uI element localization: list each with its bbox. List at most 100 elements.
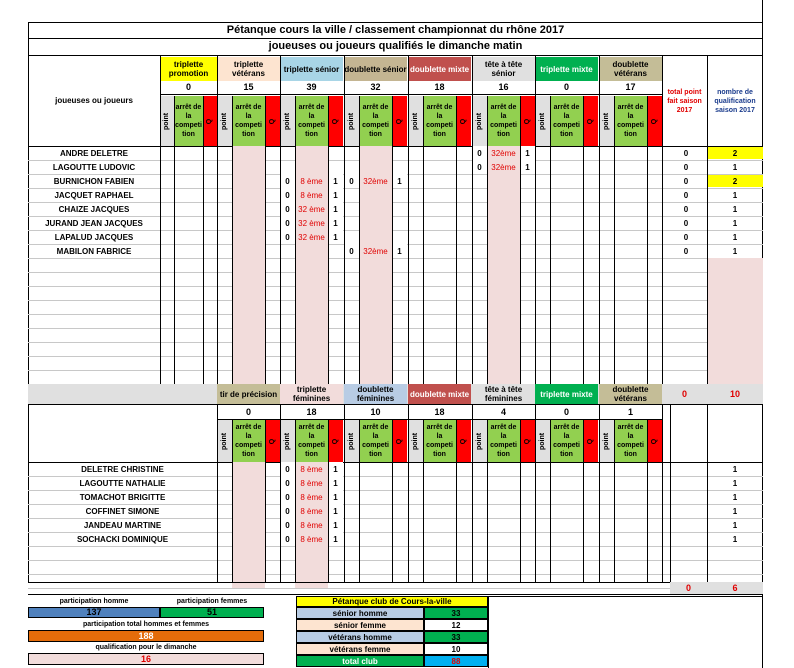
body-cell xyxy=(487,174,520,188)
player-name: LAPALUD JACQUES xyxy=(54,232,134,242)
body-cell xyxy=(232,216,265,230)
grid-line xyxy=(203,96,205,384)
men-sum-total: 0 xyxy=(681,388,687,399)
rotated-label: point xyxy=(476,432,484,450)
participation-total-value: 188 xyxy=(28,630,264,642)
women-category-header: tête à tête féminines xyxy=(472,384,535,404)
entry-point: 0 xyxy=(472,146,487,160)
body-cell xyxy=(232,160,265,174)
grid-line xyxy=(28,504,763,505)
grid-line xyxy=(647,96,648,384)
women-player-name: SOCHACKI DOMINIQUE xyxy=(76,534,169,544)
body-cell xyxy=(487,244,520,258)
body-cell xyxy=(707,342,763,356)
q-subheader: Q xyxy=(265,420,280,462)
grid-line xyxy=(28,38,763,39)
q-subheader: Q xyxy=(520,96,535,146)
body-cell xyxy=(359,230,392,244)
rotated-label: point xyxy=(348,432,356,450)
grid-line xyxy=(359,96,360,384)
rotated-label: Q xyxy=(331,438,339,444)
grid-line xyxy=(535,56,536,384)
arret-subheader: arrêt de la competi tion xyxy=(295,420,328,462)
point-subheader: point xyxy=(472,96,487,146)
player-total-points: 0 xyxy=(683,190,689,200)
rotated-label: point xyxy=(412,112,420,130)
grid-line xyxy=(265,96,266,384)
category-count: 39 xyxy=(306,82,317,92)
body-cell xyxy=(295,370,328,384)
body-cell xyxy=(707,258,763,272)
body-cell xyxy=(359,202,392,216)
participation-femmes-label: participation femmes xyxy=(176,598,248,605)
women-sum-total: 0 xyxy=(685,582,691,593)
arret-subheader: arrêt de la competi tion xyxy=(550,96,583,146)
body-cell xyxy=(232,504,265,518)
entry-arret: 32ème xyxy=(487,160,520,174)
point-subheader: point xyxy=(599,96,614,146)
body-cell xyxy=(295,160,328,174)
q-subheader: Q xyxy=(583,96,598,146)
grid-line xyxy=(487,420,488,582)
club-row-value: 33 xyxy=(424,631,488,643)
women-player-name: JANDEAU MARTINE xyxy=(83,520,162,530)
body-cell xyxy=(359,286,392,300)
body-cell xyxy=(295,574,328,588)
entry-point: 0 xyxy=(472,160,487,174)
q-subheader: Q xyxy=(647,420,662,462)
grid-line xyxy=(28,216,763,217)
body-cell xyxy=(359,146,392,160)
rotated-label: point xyxy=(221,112,229,130)
grid-line xyxy=(599,56,600,384)
body-cell xyxy=(232,328,265,342)
women-qualification-count: 1 xyxy=(732,506,738,516)
rotated-label: Q xyxy=(586,118,594,124)
women-sum-row xyxy=(670,582,763,594)
rotated-label: point xyxy=(348,112,356,130)
women-category-header: triplette mixte xyxy=(535,384,598,404)
rotated-label: point xyxy=(603,432,611,450)
point-subheader: point xyxy=(344,96,359,146)
grid-line xyxy=(392,96,393,384)
body-cell xyxy=(707,286,763,300)
grid-line xyxy=(670,404,671,582)
category-header: doublette mixte xyxy=(408,57,471,81)
point-subheader: point xyxy=(472,420,487,462)
body-cell xyxy=(295,560,328,574)
entry-q: 1 xyxy=(328,490,343,504)
point-subheader: point xyxy=(408,96,423,146)
grid-line xyxy=(599,404,600,582)
player-total-points: 0 xyxy=(683,162,689,172)
arret-subheader: arrêt de la competi tion xyxy=(232,420,265,462)
grid-line xyxy=(28,286,763,287)
q-subheader: Q xyxy=(392,420,407,462)
body-cell xyxy=(295,356,328,370)
rotated-label: point xyxy=(284,432,292,450)
q-subheader: Q xyxy=(328,96,343,146)
grid-line xyxy=(265,420,266,582)
grid-line xyxy=(328,96,329,384)
entry-arret: 8 ème xyxy=(295,188,328,202)
grid-line xyxy=(28,202,763,203)
body-cell xyxy=(707,356,763,370)
entry-q: 1 xyxy=(328,462,343,476)
body-cell xyxy=(359,356,392,370)
body-cell xyxy=(359,258,392,272)
grid-line xyxy=(28,22,763,23)
women-category-header: triplette féminines xyxy=(280,384,343,404)
grid-line xyxy=(614,420,615,582)
entry-q: 1 xyxy=(520,160,535,174)
body-cell xyxy=(707,300,763,314)
q-subheader: Q xyxy=(456,420,471,462)
player-qualification-count: 1 xyxy=(732,190,738,200)
q-subheader: Q xyxy=(583,420,598,462)
entry-q: 1 xyxy=(328,532,343,546)
q-subheader: Q xyxy=(520,420,535,462)
entry-arret: 32 ème xyxy=(295,230,328,244)
point-subheader: point xyxy=(535,96,550,146)
body-cell xyxy=(295,146,328,160)
body-cell xyxy=(487,328,520,342)
body-cell xyxy=(295,258,328,272)
rotated-label: point xyxy=(284,112,292,130)
club-row-value: 33 xyxy=(424,607,488,619)
